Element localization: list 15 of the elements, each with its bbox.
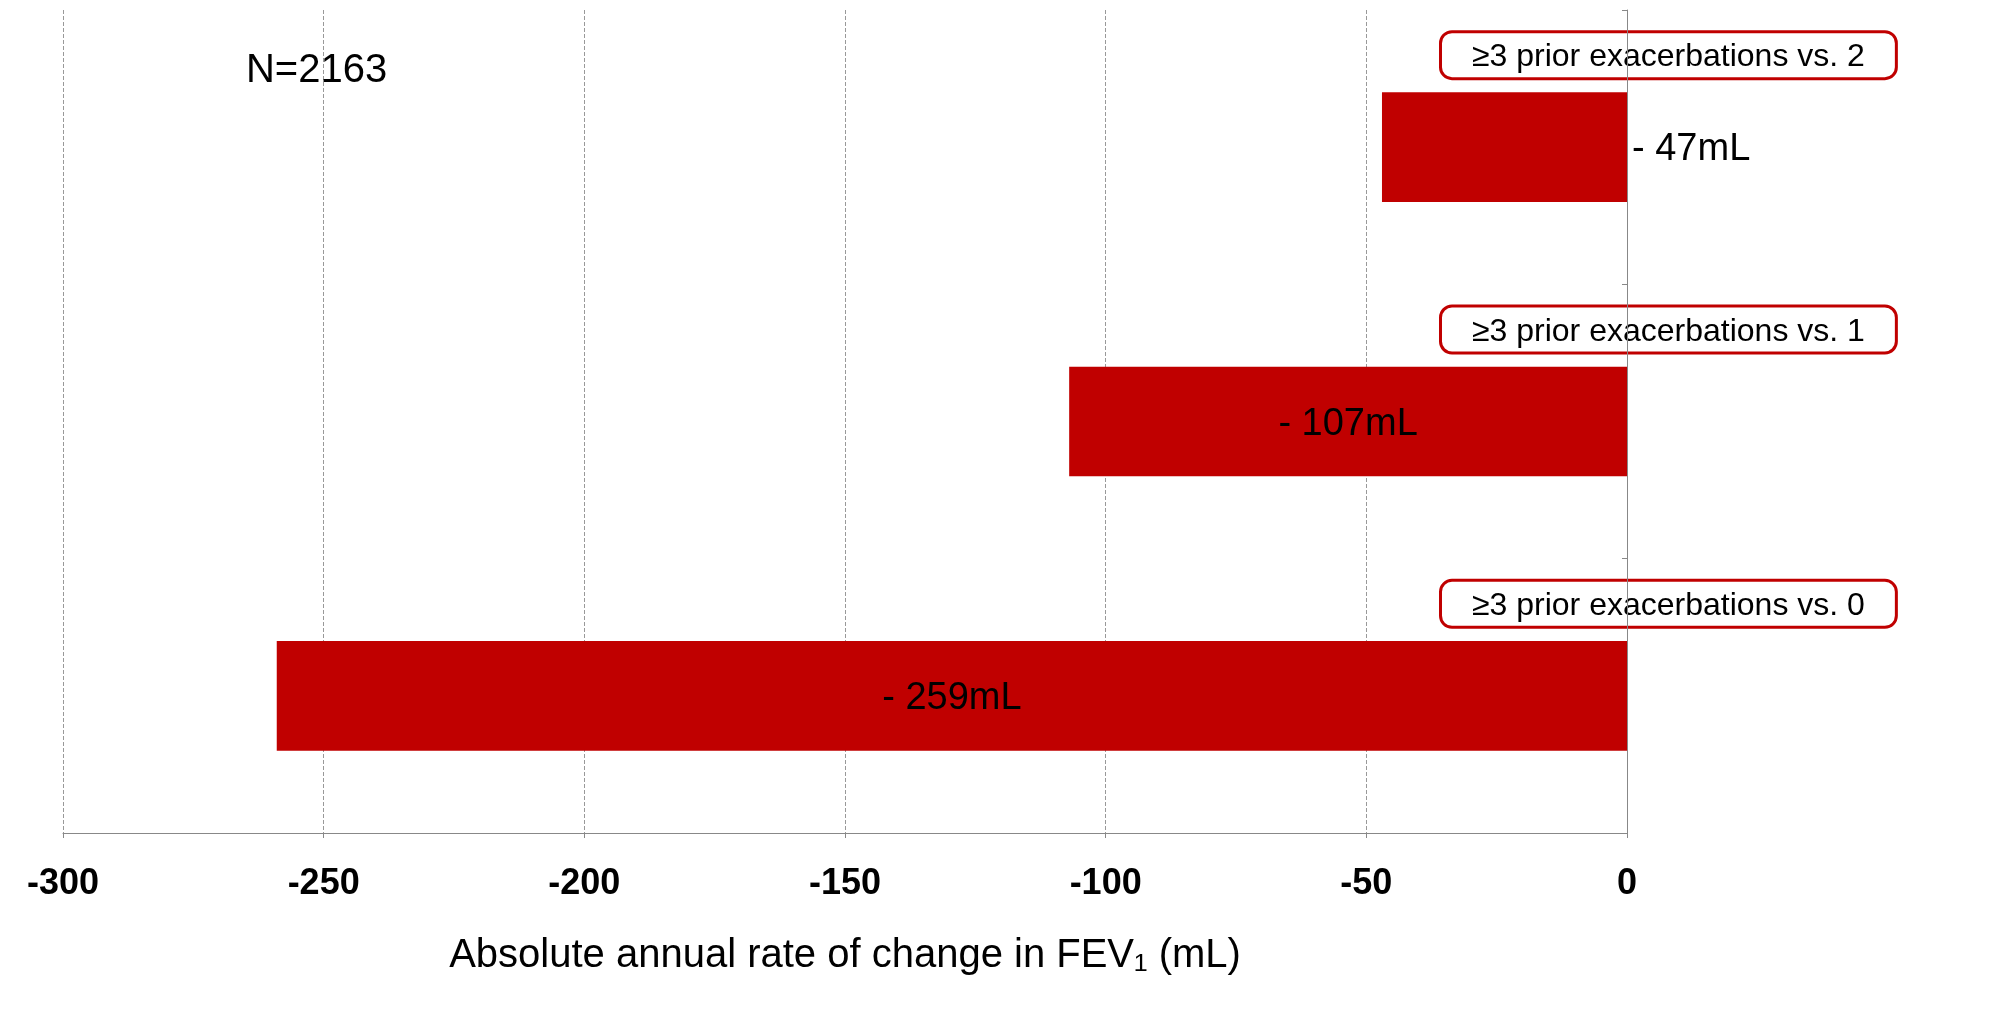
y-tick-label: ≥3 prior exacerbations vs. 0 (1472, 585, 1865, 622)
x-tick-label: -150 (808, 860, 882, 902)
x-tick-label: -50 (1340, 860, 1393, 902)
x-axis-title: Absolute annual rate of change in FEV₁ (mL) (449, 931, 1241, 975)
x-tick-label: -300 (26, 860, 100, 902)
x-tick-label: 0 (1616, 860, 1638, 902)
y-tick-label: ≥3 prior exacerbations vs. 2 (1472, 37, 1865, 74)
data-label: - 259mL (882, 674, 1022, 717)
y-tick-label: ≥3 prior exacerbations vs. 1 (1472, 311, 1865, 348)
x-tick-label: -100 (1069, 860, 1142, 902)
x-tick-label: -250 (287, 860, 360, 902)
annotation: N=2163 (245, 46, 388, 90)
x-tick-label: -200 (548, 860, 621, 902)
data-label: - 107mL (1278, 400, 1418, 443)
data-label: - 47mL (1632, 126, 1751, 169)
